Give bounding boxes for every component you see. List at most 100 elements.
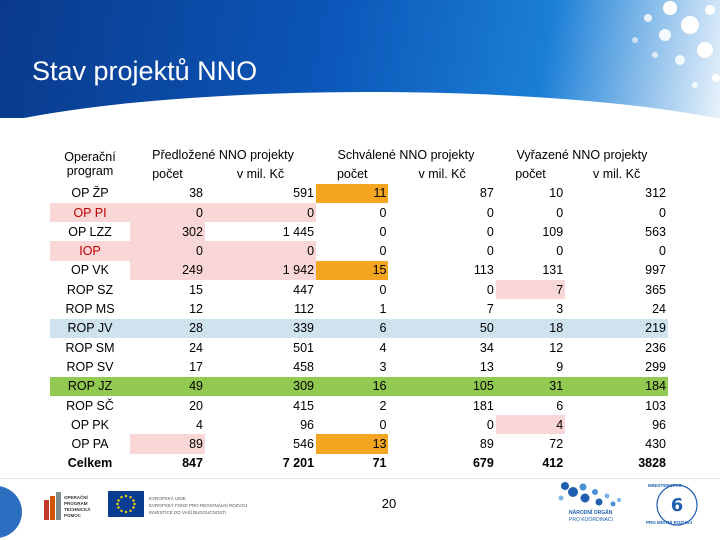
group-header-approved: Schválené NNO projekty [337,147,475,162]
value-cell: 0 [556,244,564,259]
value-cell: 34 [479,340,494,355]
eu-text-2: EVROPSKÝ FOND PRO REGIONÁLNÍ ROZVOJ [149,503,248,508]
value-cell: 0 [486,282,494,297]
value-cell: 89 [479,437,494,452]
value-cell: 415 [293,398,315,413]
value-cell: 0 [379,224,387,239]
value-cell: 50 [388,318,496,338]
value-cell: 7 [495,280,566,300]
mmr-emblem-icon: 6 [656,484,698,526]
value-cell: 18 [495,318,566,338]
program-cell: OP VK [71,263,109,278]
program-cell: ROP SV [66,359,114,374]
value-cell: 89 [130,434,205,454]
value-cell: 0 [486,417,494,432]
op-tp-emblem-icon [44,492,61,520]
value-cell: 0 [379,282,387,297]
value-cell: 28 [130,318,205,338]
slide-title: Stav projektů NNO [32,56,258,86]
page-number: 20 [381,496,397,511]
footer-divider [0,478,720,479]
table-row: ROP MS 12 112 1 7 3 24 [50,299,668,318]
value-cell: 299 [645,359,666,374]
table-subheader-row: počet v mil. Kč počet v mil. Kč počet v … [50,164,668,183]
value-cell: 3 [379,359,387,374]
value-cell: 24 [652,302,666,317]
value-cell: 96 [300,417,315,432]
program-header-line-1: Operační [64,149,116,164]
table-row: ROP JV 28 339 6 50 18 219 [50,318,668,338]
subheader-amount: v mil. Kč [592,166,641,181]
value-cell: 71 [372,456,387,471]
value-cell: 365 [645,282,666,297]
value-cell: 49 [130,376,205,396]
table-total-row: Celkem 847 7 201 71 679 412 3828 [50,454,668,473]
value-cell: 0 [659,244,666,259]
value-cell: 4 [495,415,566,435]
value-cell: 563 [645,224,666,239]
value-cell: 312 [645,186,666,201]
program-cell: IOP [50,241,130,261]
value-cell: 3828 [638,456,666,471]
value-cell: 847 [182,456,203,471]
value-cell: 591 [293,186,315,201]
value-cell: 430 [645,437,666,452]
table-row: OP VK 249 1 942 15 113 131 997 [50,260,668,281]
table-row: ROP JZ 49 309 16 105 31 184 [50,376,668,396]
value-cell: 87 [479,186,494,201]
value-cell: 0 [130,241,205,261]
value-cell: 38 [189,186,203,201]
value-cell: 96 [652,417,666,432]
value-cell: 131 [542,263,564,278]
value-cell: 546 [293,437,315,452]
no-text-1: NÁRODNÍ ORGÁN [569,510,613,516]
value-cell: 31 [495,376,566,396]
value-cell: 184 [565,376,668,396]
value-cell: 72 [549,437,564,452]
program-cell: OP LZZ [68,224,112,239]
op-tp-logo: OPERAČNÍ PROGRAM TECHNICKÁ POMOC [44,492,96,522]
decorative-dots-icon [632,1,720,88]
value-cell: 24 [189,340,203,355]
value-cell: 3 [556,302,564,317]
eu-logo: EVROPSKÁ UNIE EVROPSKÝ FOND PRO REGIONÁL… [108,491,258,521]
value-cell: 249 [130,260,205,281]
value-cell: 501 [293,340,315,355]
value-cell: 4 [196,417,203,432]
decorative-arc [0,486,22,538]
eu-text-3: INVESTICE DO VAŠÍ BUDOUCNOSTI [149,510,227,515]
program-cell: ROP JV [50,318,130,338]
value-cell: 1 445 [282,224,315,239]
op-text-3: TECHNICKÁ [64,507,91,512]
value-cell: 6 [316,318,389,338]
table-row: OP PI 0 0 0 0 0 0 [50,202,668,223]
value-cell: 2 [379,398,387,413]
subheader-amount: v mil. Kč [236,166,285,181]
table-row: ROP SV 17 458 3 13 9 299 [50,357,668,376]
table-row: OP PK 4 96 0 0 4 96 [50,415,668,435]
mmr-text-1: MINISTERSTVO [648,483,682,488]
value-cell: 0 [379,244,387,259]
value-cell: 0 [486,224,494,239]
narodni-organ-logo: NÁRODNÍ ORGÁN PRO KOORDINACI [555,478,635,526]
program-cell: OP ŽP [71,186,109,201]
value-cell: 7 201 [282,456,315,471]
table-row: ROP SČ 20 415 2 181 6 103 [50,396,668,415]
subheader-count: počet [152,166,183,181]
value-cell: 0 [659,205,666,220]
value-cell: 20 [189,398,203,413]
value-cell: 4 [379,340,387,355]
value-cell: 16 [316,376,389,396]
value-cell: 15 [316,260,389,281]
program-column-header: Operační program [50,145,130,184]
no-text-2: PRO KOORDINACI [569,517,613,523]
value-cell: 412 [542,456,564,471]
program-cell: Celkem [67,456,113,471]
value-cell: 0 [130,202,205,223]
program-cell: ROP SM [65,340,115,355]
value-cell: 10 [549,186,564,201]
value-cell: 1 [379,302,387,317]
value-cell: 6 [556,398,564,413]
value-cell: 109 [542,224,564,239]
eu-flag-icon [108,491,144,517]
